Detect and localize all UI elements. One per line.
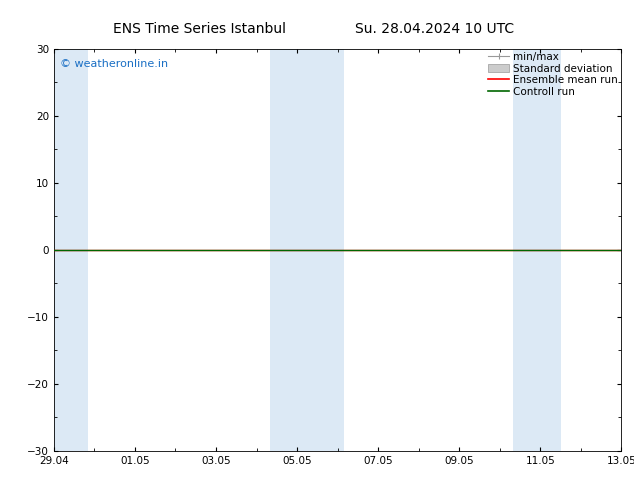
- Text: Su. 28.04.2024 10 UTC: Su. 28.04.2024 10 UTC: [355, 22, 514, 36]
- Text: ENS Time Series Istanbul: ENS Time Series Istanbul: [113, 22, 286, 36]
- Text: © weatheronline.in: © weatheronline.in: [60, 59, 167, 69]
- Bar: [513, 49, 560, 451]
- Legend: min/max, Standard deviation, Ensemble mean run, Controll run: min/max, Standard deviation, Ensemble me…: [488, 52, 618, 97]
- Bar: [54, 49, 87, 451]
- Bar: [270, 49, 344, 451]
